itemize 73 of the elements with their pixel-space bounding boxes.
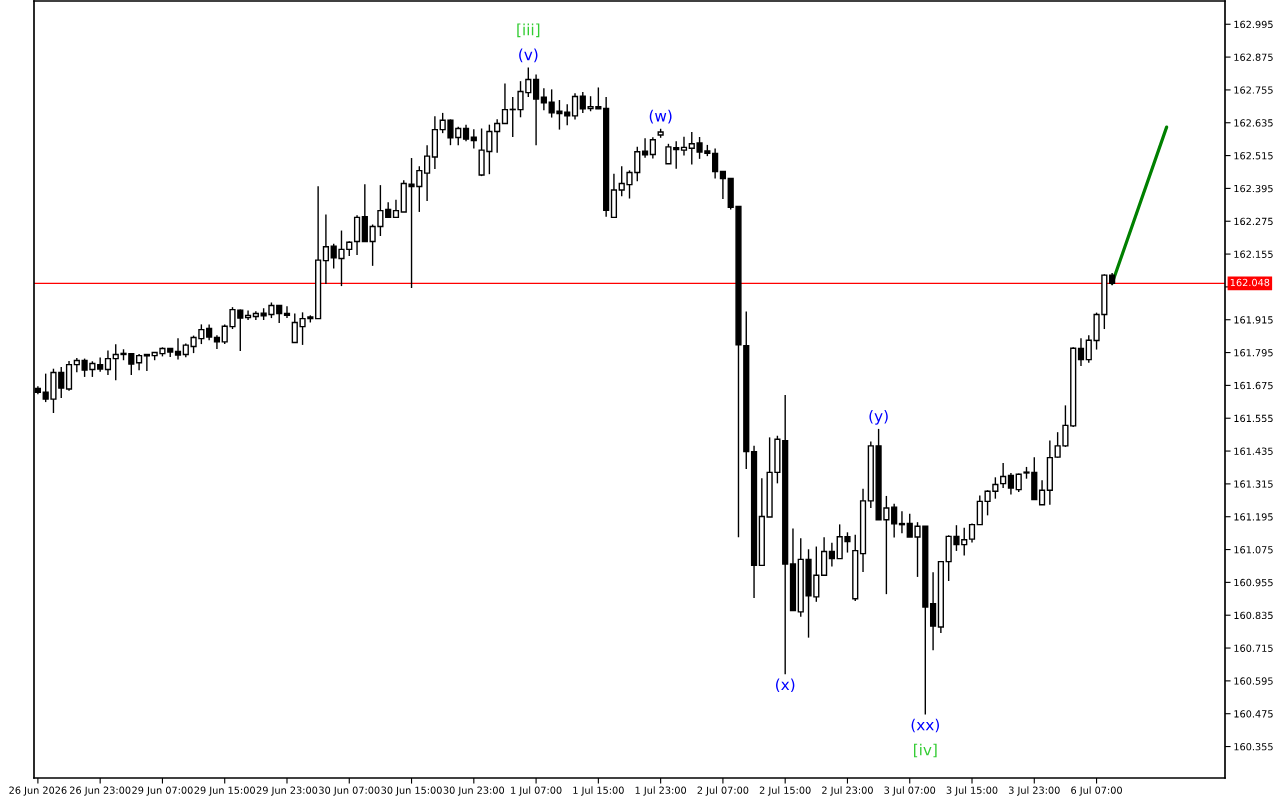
candlestick xyxy=(423,144,431,202)
annotation: (xx) xyxy=(911,718,939,733)
candlestick xyxy=(494,118,501,154)
candlestick xyxy=(1007,472,1015,496)
ref-line-label: 162.048 xyxy=(1230,278,1270,287)
candlestick xyxy=(501,82,509,125)
x-tick-label: 30 Jun 15:00 xyxy=(381,786,442,796)
x-tick-label: 3 Jul 15:00 xyxy=(946,786,998,796)
annotation: (x) xyxy=(776,678,795,693)
candlestick xyxy=(244,309,252,321)
candlestick xyxy=(532,73,540,146)
candlestick xyxy=(143,353,150,372)
candlestick xyxy=(571,92,579,121)
candlestick xyxy=(1077,337,1085,367)
y-tick-label: 162.155 xyxy=(1234,250,1273,258)
x-tick-label: 26 Jun 2026 xyxy=(9,786,67,796)
candlestick xyxy=(712,147,719,180)
y-tick-label: 162.875 xyxy=(1234,53,1273,61)
x-tick-label: 29 Jun 07:00 xyxy=(132,786,193,796)
annotation: (w) xyxy=(649,109,672,124)
x-tick-label: 3 Jul 07:00 xyxy=(884,786,936,796)
candlestick xyxy=(929,571,937,651)
annotation: [iii] xyxy=(517,23,540,38)
x-tick-label: 3 Jul 23:00 xyxy=(1008,786,1060,796)
annotation: (y) xyxy=(869,409,888,425)
y-tick-label: 162.995 xyxy=(1234,20,1273,29)
x-tick-label: 2 Jul 07:00 xyxy=(697,786,749,796)
candlestick xyxy=(1038,479,1046,506)
y-tick-label: 162.515 xyxy=(1234,152,1273,160)
x-tick-label: 29 Jun 23:00 xyxy=(256,786,318,796)
y-tick-label: 161.675 xyxy=(1234,381,1273,390)
y-tick-label: 160.835 xyxy=(1234,611,1273,620)
y-tick-label: 160.475 xyxy=(1234,710,1273,718)
y-tick-label: 161.915 xyxy=(1234,316,1273,324)
y-tick-label: 162.635 xyxy=(1234,119,1273,127)
y-tick-label: 162.755 xyxy=(1234,86,1273,94)
y-tick-label: 161.435 xyxy=(1234,447,1273,455)
candlestick xyxy=(820,536,828,576)
y-tick-label: 160.955 xyxy=(1234,578,1273,587)
y-tick-label: 161.075 xyxy=(1234,546,1273,554)
x-tick-label: 6 Jul 07:00 xyxy=(1071,786,1122,796)
candlestick xyxy=(1015,472,1022,493)
y-tick-label: 160.595 xyxy=(1234,677,1273,685)
y-tick-label: 161.555 xyxy=(1234,414,1273,423)
y-tick-label: 161.795 xyxy=(1234,349,1273,357)
candlestick xyxy=(680,136,688,157)
y-tick-label: 162.395 xyxy=(1234,184,1273,193)
candlestick xyxy=(104,349,112,376)
y-tick-label: 161.195 xyxy=(1234,513,1273,521)
x-tick-label: 26 Jun 23:00 xyxy=(70,786,131,796)
candlestick xyxy=(719,170,727,200)
x-tick-label: 30 Jun 07:00 xyxy=(319,786,380,796)
candlestick xyxy=(649,136,656,160)
x-tick-label: 30 Jun 23:00 xyxy=(443,786,505,796)
candlestick xyxy=(322,213,330,285)
x-tick-label: 2 Jul 15:00 xyxy=(759,786,811,796)
annotation: (v) xyxy=(519,48,538,63)
x-tick-label: 1 Jul 23:00 xyxy=(635,786,687,796)
x-tick-label: 1 Jul 07:00 xyxy=(511,786,562,796)
candlestick xyxy=(174,337,182,361)
y-tick-label: 160.355 xyxy=(1234,743,1273,751)
candlestick xyxy=(828,542,836,568)
candlestick xyxy=(1000,462,1007,489)
x-tick-label: 2 Jul 23:00 xyxy=(822,786,873,796)
y-tick-label: 160.715 xyxy=(1234,644,1273,652)
y-tick-label: 162.275 xyxy=(1234,217,1273,226)
candlestick xyxy=(97,356,104,373)
candlestick xyxy=(283,305,291,319)
y-tick-label: 161.315 xyxy=(1234,480,1273,488)
x-tick-label: 29 Jun 15:00 xyxy=(194,786,255,796)
x-tick-label: 1 Jul 15:00 xyxy=(573,786,624,796)
annotation: [iv] xyxy=(914,743,937,758)
candlestick xyxy=(891,503,898,539)
